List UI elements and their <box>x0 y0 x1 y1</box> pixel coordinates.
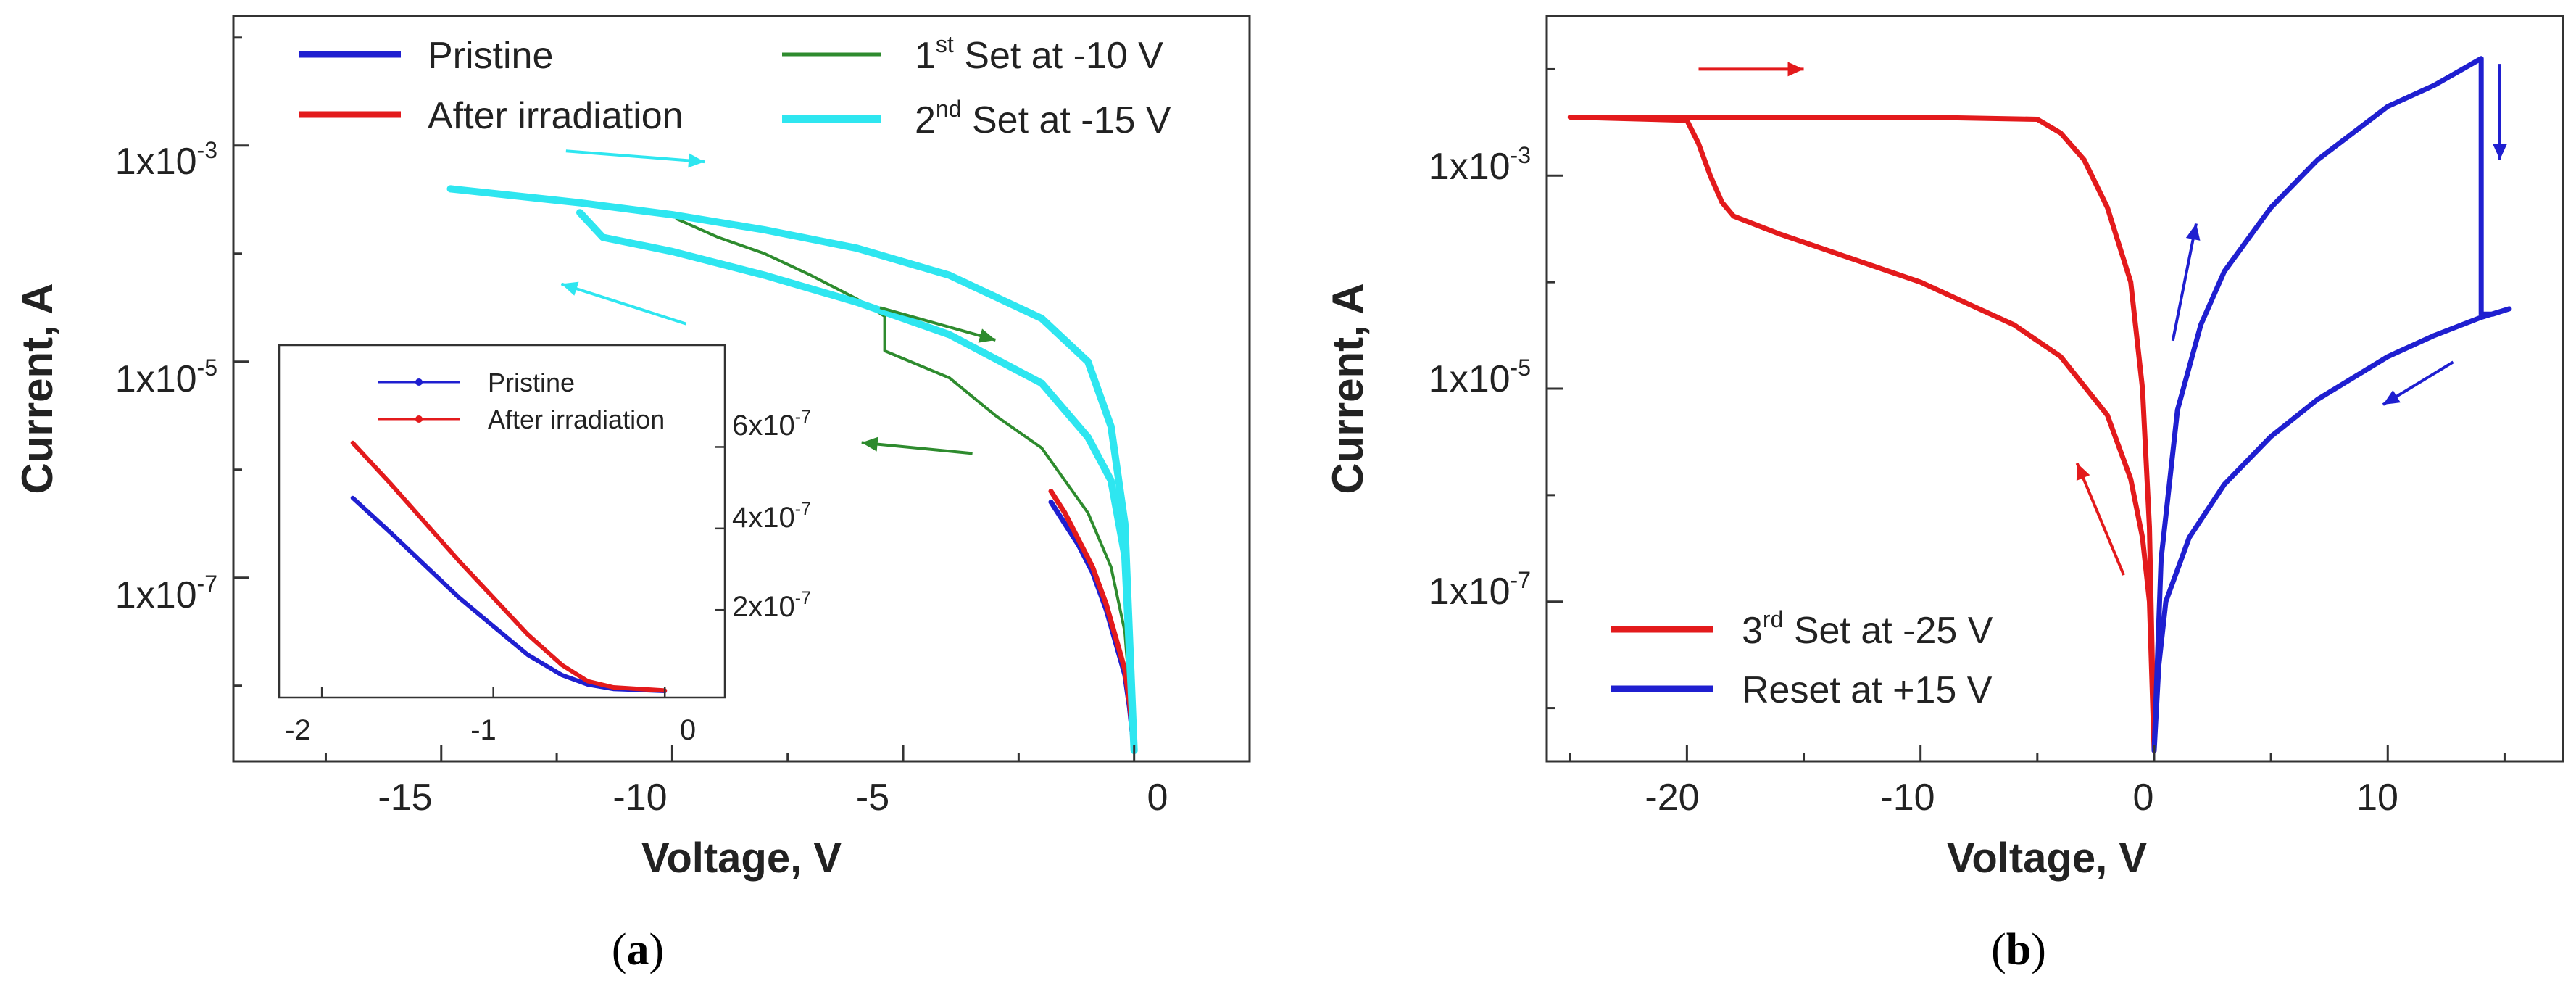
inset-y-tick-label: 2x10-7 <box>732 588 811 623</box>
panel-b-arrow-4-head <box>2382 390 2401 405</box>
panel-a-x-tick-label: -15 <box>378 777 432 819</box>
panel-a-arrow-2-head <box>978 328 996 343</box>
panel-a-tick-layer <box>233 36 1136 761</box>
panel-b-y-tick-label: 1x10-3 <box>1429 142 1531 188</box>
panel-a-legend: Pristine After irradiation 1st Set at -1… <box>299 31 1171 141</box>
panel-b: 1x10-3 1x10-5 1x10-7 -20 -10 0 10 Voltag… <box>1324 15 2564 974</box>
legend-label-reset: Reset at +15 V <box>1742 669 1993 711</box>
panel-b-y-tick-label: 1x10-5 <box>1429 355 1531 400</box>
panel-b-y-tick-label: 1x10-7 <box>1429 567 1531 613</box>
panel-a-label: (a) <box>612 925 664 974</box>
panel-b-arrow-0-head <box>1787 62 1804 77</box>
panel-b-series-3rd-set-at-25-v <box>1567 115 2157 753</box>
panel-a-y-tick-label: 1x10-7 <box>115 571 217 616</box>
inset-series-after-irradiation <box>350 440 668 693</box>
panel-a-arrow-0 <box>565 149 705 164</box>
panel-b-arrow-1 <box>2075 463 2125 576</box>
panel-a-arrow-3-head <box>861 436 878 452</box>
inset-legend-marker-after-irradiation <box>415 415 423 423</box>
panel-b-arrow-2 <box>2171 223 2198 342</box>
panel-a-x-tick-label: 0 <box>1147 777 1168 819</box>
panel-a-series-1st-set-at-10-v <box>675 218 1136 753</box>
legend-label-2nd-set: 2nd Set at -15 V <box>915 96 1171 141</box>
panel-a-arrow-2 <box>879 306 997 342</box>
panel-a-arrow-1 <box>560 282 687 326</box>
inset-legend-label-after-irradiation: After irradiation <box>488 405 665 434</box>
panel-a-y-tick-label: 1x10-5 <box>115 355 217 400</box>
inset-legend-marker-pristine <box>415 378 423 386</box>
panel-b-arrow-3-head <box>2492 144 2507 160</box>
panel-b-x-axis-title: Voltage, V <box>1947 835 2147 882</box>
inset-y-tick-label: 6x10-7 <box>732 407 811 442</box>
legend-label-1st-set: 1st Set at -10 V <box>915 31 1163 77</box>
panel-b-data-layer <box>1567 56 2512 753</box>
inset-tick-layer <box>320 446 725 698</box>
inset-data-layer <box>350 440 668 693</box>
panel-b-x-tick-label: -20 <box>1645 777 1699 819</box>
inset-frame <box>278 344 726 699</box>
panel-b-x-tick-label: -10 <box>1880 777 1935 819</box>
panel-b-plot-frame <box>1545 15 2564 763</box>
legend-label-pristine: Pristine <box>428 35 553 77</box>
panel-a-x-tick-label: -5 <box>856 777 889 819</box>
legend-label-after-irradiation: After irradiation <box>428 95 684 137</box>
panel-a-y-axis-title: Current, A <box>13 283 62 494</box>
legend-label-3rd-set: 3rd Set at -25 V <box>1742 606 1993 652</box>
panel-b-arrow-1-head <box>2076 463 2090 481</box>
panel-a-arrow-0-head <box>688 153 705 168</box>
inset-series-pristine <box>350 495 668 693</box>
panel-b-series-reset-at-15-v <box>2151 56 2512 753</box>
panel-b-tick-layer <box>1547 67 2506 761</box>
inset-x-tick-label: -2 <box>285 714 311 746</box>
panel-a-arrow-3 <box>861 441 973 455</box>
panel-b-label: (b) <box>1991 925 2046 974</box>
panel-b-arrow-2-head <box>2185 223 2201 241</box>
panel-b-x-tick-label: 0 <box>2133 777 2154 819</box>
inset-x-tick-label: -1 <box>470 714 496 746</box>
panel-b-y-axis-title: Current, A <box>1324 283 1372 494</box>
panel-b-x-tick-label: 10 <box>2356 777 2398 819</box>
panel-a-x-axis-title: Voltage, V <box>641 835 842 882</box>
inset-legend-label-pristine: Pristine <box>488 368 575 397</box>
inset-x-tick-label: 0 <box>680 714 696 746</box>
inset-y-tick-label: 4x10-7 <box>732 499 811 534</box>
panel-a-y-tick-label: 1x10-3 <box>115 137 217 183</box>
panel-a-x-tick-label: -10 <box>612 777 667 819</box>
panel-a: 1x10-3 1x10-5 1x10-7 -15 -10 -5 0 Voltag… <box>13 15 1251 974</box>
panel-b-legend: 3rd Set at -25 V Reset at +15 V <box>1611 606 1993 711</box>
panel-a-inset: -2 -1 0 2x10-7 4x10-7 6x10-7 Pristine Af… <box>278 344 811 746</box>
panel-a-arrow-1-head <box>561 281 579 296</box>
